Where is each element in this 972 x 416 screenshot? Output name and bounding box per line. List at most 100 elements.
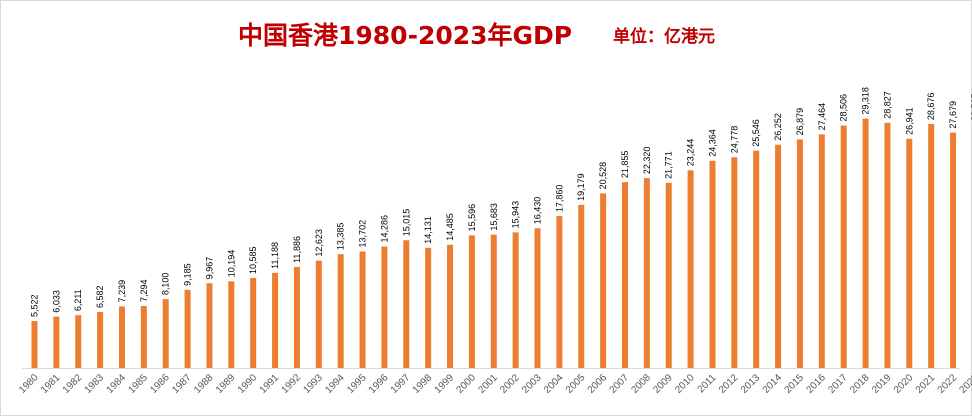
x-tick-2016: 2016 bbox=[804, 372, 828, 396]
x-tick-2018: 2018 bbox=[848, 372, 872, 396]
x-tick-2009: 2009 bbox=[651, 372, 675, 396]
bar-2015 bbox=[796, 139, 803, 368]
value-label-2013: 25,546 bbox=[751, 119, 761, 147]
x-tick-1999: 1999 bbox=[433, 372, 457, 396]
x-tick-2007: 2007 bbox=[608, 372, 632, 396]
bar-1996 bbox=[381, 246, 388, 368]
value-label-2001: 15,683 bbox=[489, 203, 499, 231]
x-tick-2012: 2012 bbox=[717, 372, 741, 396]
x-tick-2021: 2021 bbox=[914, 372, 938, 396]
x-tick-2023: 2023 bbox=[958, 372, 972, 396]
value-label-2019: 28,827 bbox=[882, 91, 892, 119]
value-label-1981: 6,033 bbox=[51, 290, 61, 313]
value-label-1999: 14,485 bbox=[445, 213, 455, 241]
value-label-2000: 15,596 bbox=[467, 204, 477, 232]
bar-2008 bbox=[643, 178, 650, 368]
bar-1989 bbox=[228, 281, 235, 368]
value-label-1988: 9,967 bbox=[204, 257, 214, 280]
value-label-2021: 28,676 bbox=[926, 93, 936, 121]
bar-1999 bbox=[447, 244, 454, 368]
x-tick-1992: 1992 bbox=[280, 372, 304, 396]
x-tick-1986: 1986 bbox=[148, 372, 172, 396]
x-tick-2011: 2011 bbox=[696, 372, 719, 395]
bar-2013 bbox=[753, 150, 760, 368]
bar-1998 bbox=[425, 247, 432, 368]
x-tick-2000: 2000 bbox=[455, 372, 479, 396]
value-label-2010: 23,244 bbox=[686, 139, 696, 167]
value-label-1998: 14,131 bbox=[423, 216, 433, 244]
value-label-2005: 19,179 bbox=[576, 173, 586, 201]
value-label-2011: 24,364 bbox=[707, 129, 717, 157]
x-tick-1985: 1985 bbox=[126, 372, 150, 396]
x-tick-2017: 2017 bbox=[826, 372, 850, 396]
x-tick-2010: 2010 bbox=[673, 372, 697, 396]
x-tick-2001: 2001 bbox=[476, 372, 500, 396]
x-tick-2022: 2022 bbox=[936, 372, 960, 396]
x-tick-2020: 2020 bbox=[892, 372, 916, 396]
bar-2004 bbox=[556, 216, 563, 368]
value-label-1990: 10,585 bbox=[248, 246, 258, 274]
x-tick-2013: 2013 bbox=[739, 372, 763, 396]
bar-2005 bbox=[578, 204, 585, 368]
x-tick-2005: 2005 bbox=[564, 372, 588, 396]
x-tick-1998: 1998 bbox=[411, 372, 435, 396]
bar-2019 bbox=[884, 122, 891, 368]
value-label-1994: 13,385 bbox=[336, 223, 346, 251]
bar-2006 bbox=[600, 193, 607, 368]
value-label-1992: 11,886 bbox=[292, 236, 302, 263]
x-tick-2008: 2008 bbox=[629, 372, 653, 396]
bar-1997 bbox=[403, 240, 410, 368]
value-label-1980: 5,522 bbox=[30, 294, 40, 317]
bar-2012 bbox=[731, 157, 738, 368]
value-label-1996: 14,286 bbox=[379, 215, 389, 243]
bar-2010 bbox=[687, 170, 694, 368]
chart-title: 中国香港1980-2023年GDP bbox=[238, 21, 573, 50]
bar-2020 bbox=[906, 138, 913, 368]
value-label-1983: 6,582 bbox=[95, 285, 105, 308]
value-label-1995: 13,702 bbox=[358, 220, 368, 248]
bar-2009 bbox=[665, 182, 672, 368]
x-tick-2019: 2019 bbox=[870, 372, 894, 396]
bar-1982 bbox=[75, 315, 82, 368]
bar-2007 bbox=[621, 182, 628, 368]
value-label-2004: 17,860 bbox=[554, 185, 564, 213]
x-tick-1997: 1997 bbox=[389, 372, 413, 396]
value-label-2020: 26,941 bbox=[904, 107, 914, 135]
bar-2000 bbox=[468, 235, 475, 368]
value-label-1989: 10,194 bbox=[226, 250, 236, 278]
value-label-2006: 20,528 bbox=[598, 162, 608, 190]
value-label-2017: 28,506 bbox=[839, 94, 849, 122]
value-label-2022: 27,679 bbox=[948, 101, 958, 129]
x-tick-1980: 1980 bbox=[17, 372, 41, 396]
value-label-2018: 29,318 bbox=[861, 87, 871, 115]
x-tick-1988: 1988 bbox=[192, 372, 216, 396]
value-label-2009: 21,771 bbox=[664, 151, 674, 179]
bar-1981 bbox=[53, 316, 60, 368]
value-label-2015: 26,879 bbox=[795, 108, 805, 136]
value-label-1984: 7,239 bbox=[117, 280, 127, 303]
x-tick-1987: 1987 bbox=[170, 372, 194, 396]
bar-2011 bbox=[709, 160, 716, 368]
bar-1986 bbox=[162, 299, 169, 368]
x-tick-1990: 1990 bbox=[236, 372, 260, 396]
bar-1994 bbox=[337, 254, 344, 368]
bar-1995 bbox=[359, 251, 366, 368]
value-label-1991: 11,188 bbox=[270, 242, 280, 269]
value-label-1985: 7,294 bbox=[139, 279, 149, 302]
bar-1985 bbox=[140, 305, 147, 368]
value-label-2003: 16,430 bbox=[533, 197, 543, 225]
x-tick-1989: 1989 bbox=[214, 372, 238, 396]
x-tick-2004: 2004 bbox=[542, 372, 566, 396]
value-label-1997: 15,015 bbox=[401, 209, 411, 237]
bar-1992 bbox=[293, 266, 300, 368]
bar-1990 bbox=[250, 277, 257, 368]
bar-1993 bbox=[315, 260, 322, 368]
x-tick-1983: 1983 bbox=[83, 372, 107, 396]
bar-2021 bbox=[928, 124, 935, 368]
bar-1991 bbox=[272, 272, 279, 368]
x-tick-1984: 1984 bbox=[105, 372, 129, 396]
bar-2022 bbox=[950, 132, 957, 368]
value-label-2012: 24,778 bbox=[729, 126, 739, 154]
